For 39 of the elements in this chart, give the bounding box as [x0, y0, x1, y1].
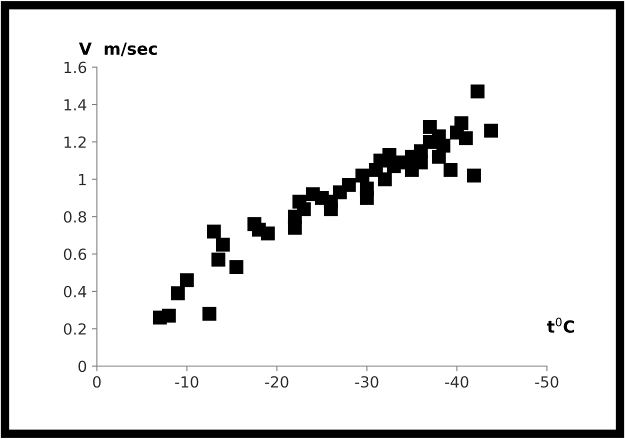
point [170, 286, 185, 300]
point [216, 238, 230, 252]
point [454, 116, 468, 130]
point [180, 273, 194, 288]
point [470, 84, 485, 98]
x-tick-label: -30 [355, 376, 378, 388]
point [484, 124, 498, 138]
x-tick-label: -50 [535, 376, 558, 388]
point [202, 306, 216, 321]
point [360, 191, 374, 205]
point [355, 168, 370, 182]
point [467, 168, 481, 182]
y-tick-label: 0.8 [64, 211, 86, 223]
y-tick-label: 0.2 [64, 323, 86, 335]
point [211, 252, 226, 267]
point [206, 224, 221, 239]
y-axis-title: V m/sec [78, 42, 157, 56]
x-tick-label: 0 [93, 376, 101, 388]
y-tick-label: 1 [79, 174, 86, 186]
x-axis-title: t$^{0}$C [547, 318, 574, 333]
point [296, 202, 311, 216]
x-tick-label: -20 [265, 376, 288, 388]
point [162, 308, 176, 323]
y-tick-label: 0.6 [64, 248, 86, 260]
point [260, 226, 275, 240]
y-tick-label: 1.2 [64, 136, 86, 148]
point [436, 138, 450, 153]
point [378, 172, 392, 186]
y-tick-label: 1.6 [64, 62, 86, 74]
point [444, 162, 458, 177]
x-tick-label: -10 [175, 376, 198, 388]
point [458, 131, 473, 146]
y-tick-label: 0 [78, 360, 86, 372]
point [342, 178, 356, 192]
point [229, 260, 244, 274]
y-tick-label: 1.4 [64, 99, 86, 110]
x-tick-label: -40 [445, 376, 468, 388]
y-tick-label: 0.4 [64, 286, 86, 298]
point [422, 120, 437, 134]
